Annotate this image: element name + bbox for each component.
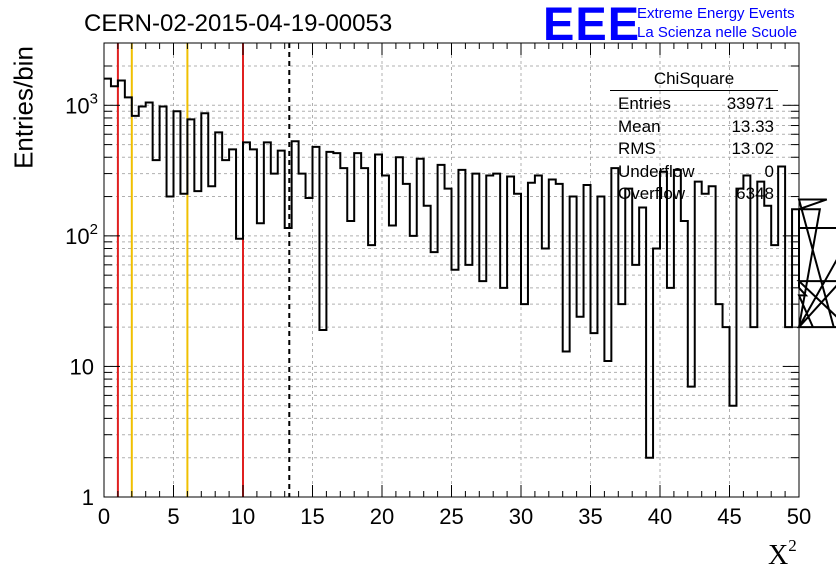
stats-row-mean: Mean 13.33: [610, 116, 778, 139]
y-tick-label: 10: [70, 354, 94, 379]
stats-value: 13.33: [731, 116, 774, 136]
y-axis-label: Entries/bin: [8, 46, 39, 169]
stats-value: 13.02: [731, 139, 774, 158]
stats-label: Entries: [618, 94, 671, 113]
stats-row-underflow: Underflow 0: [610, 161, 778, 184]
axis-ticks: 0 5 10 15 20 25 30 35 40 45 50 1 10 102 103: [65, 42, 811, 529]
stats-value: 6348: [736, 184, 774, 203]
y-tick-label: 1: [82, 485, 94, 510]
x-tick-label: 5: [167, 504, 179, 529]
logo-caption-line2: La Scienza nelle Scuole: [637, 24, 798, 41]
logo-caption: Extreme Energy Events La Scienza nelle S…: [637, 4, 797, 42]
x-tick-label: 25: [439, 504, 463, 529]
stats-value: 33971: [726, 94, 774, 113]
y-tick-label: 102: [65, 221, 98, 249]
stats-label: Overflow: [618, 184, 686, 203]
stats-value: 0: [764, 161, 774, 181]
x-axis-label-sup: 2: [788, 536, 797, 555]
stats-label: RMS: [618, 139, 656, 158]
stats-row-entries: Entries 33971: [610, 93, 778, 116]
stats-row-overflow: Overflow 6348: [610, 183, 778, 206]
x-tick-label: 45: [717, 504, 741, 529]
stats-label: Underflow: [618, 161, 695, 181]
reference-lines: [116, 43, 291, 497]
stats-box: ChiSquare Entries 33971 Mean 13.33 RMS 13.0…: [610, 68, 778, 206]
histogram-outline: [104, 77, 836, 459]
x-tick-label: 15: [300, 504, 324, 529]
eee-logo: EEE: [543, 0, 641, 50]
stats-title: ChiSquare: [610, 68, 778, 91]
chart-title: CERN-02-2015-04-19-00053: [84, 10, 393, 37]
x-tick-label: 40: [648, 504, 672, 529]
histogram-bins: [104, 77, 836, 459]
stats-label: Mean: [618, 116, 661, 136]
x-tick-label: 0: [98, 504, 110, 529]
y-tick-label: 103: [65, 90, 98, 118]
x-tick-label: 30: [509, 504, 533, 529]
x-axis-label: X2: [768, 536, 797, 572]
x-tick-label: 50: [787, 504, 811, 529]
x-tick-label: 10: [231, 504, 255, 529]
x-axis-label-base: X: [768, 540, 789, 571]
logo-caption-line1: Extreme Energy Events: [637, 5, 795, 22]
x-tick-label: 35: [578, 504, 602, 529]
x-tick-label: 20: [370, 504, 394, 529]
stats-row-rms: RMS 13.02: [610, 138, 778, 161]
